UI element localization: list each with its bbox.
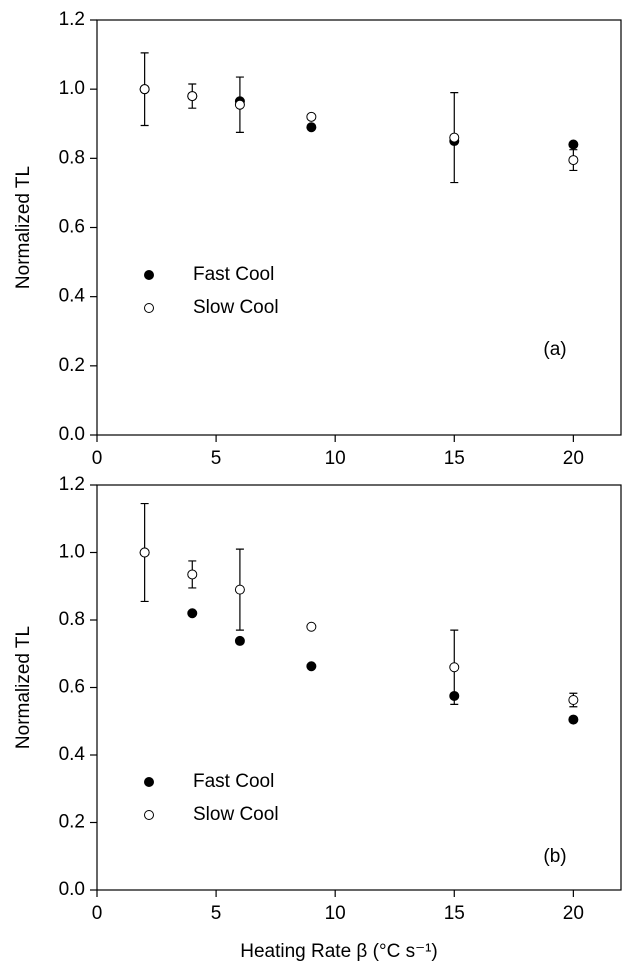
x-tick-label: 0 [92,448,103,469]
point [306,661,317,672]
legend-label: Fast Cool [193,771,274,792]
point [449,132,460,143]
y-tick-label: 1.2 [59,474,85,495]
y-tick-label: 0.0 [59,424,85,445]
x-tick-label: 5 [211,448,222,469]
point [306,122,317,133]
legend-label: Fast Cool [193,264,274,285]
point [306,621,317,632]
point [449,690,460,701]
point [568,155,579,166]
panel-label: (b) [543,846,566,867]
plot-frame [96,484,622,891]
y-tick-label: 0.4 [59,286,86,307]
point [139,547,150,558]
x-tick-label: 5 [211,903,222,924]
legend-label: Slow Cool [193,804,279,825]
x-tick-label: 20 [563,903,584,924]
y-tick-label: 1.2 [59,9,85,30]
point [306,111,317,122]
point [187,569,198,580]
point [449,662,460,673]
legend-label: Slow Cool [193,297,279,318]
point [568,694,579,705]
point [139,84,150,95]
y-tick-label: 0.8 [59,609,85,630]
point [568,714,579,725]
y-tick-label: 1.0 [59,78,85,99]
y-tick-label: 0.2 [59,812,85,833]
legend-marker [144,270,154,280]
x-tick-label: 20 [563,448,584,469]
y-tick-label: 0.6 [59,217,85,238]
plot-frame [96,19,622,436]
legend-marker [144,303,154,313]
point [234,635,245,646]
x-tick-label: 0 [92,903,103,924]
y-axis-label: Normalized TL [13,626,34,749]
x-tick-label: 15 [444,903,465,924]
x-tick-label: 10 [325,448,346,469]
y-tick-label: 0.8 [59,147,85,168]
y-tick-label: 0.2 [59,355,85,376]
y-tick-label: 0.6 [59,677,85,698]
point [568,139,579,150]
x-tick-label: 15 [444,448,465,469]
point [234,584,245,595]
legend-marker [144,810,154,820]
point [234,99,245,110]
point [187,91,198,102]
y-tick-label: 0.0 [59,879,85,900]
y-axis-label: Normalized TL [13,166,34,289]
legend-marker [144,777,154,787]
panel-label: (a) [543,339,566,360]
point [187,608,198,619]
y-tick-label: 1.0 [59,542,85,563]
y-tick-label: 0.4 [59,744,86,765]
x-axis-label: Heating Rate β (°C s⁻¹) [240,941,438,962]
x-tick-label: 10 [325,903,346,924]
